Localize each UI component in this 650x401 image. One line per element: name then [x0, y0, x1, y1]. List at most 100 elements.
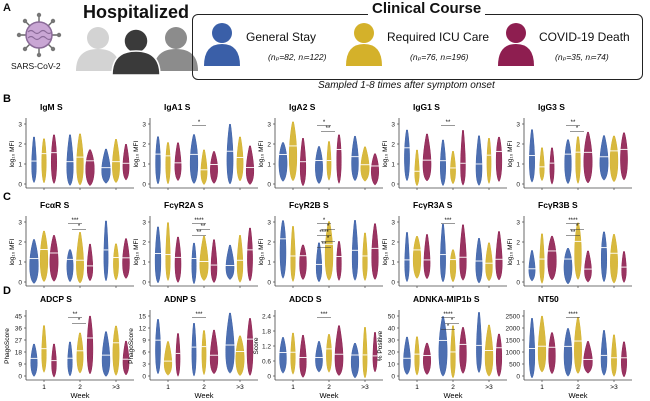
violin: [449, 249, 457, 283]
y-tick-label: 36: [15, 326, 23, 333]
y-tick-label: 2500: [506, 314, 521, 321]
y-tick-label: 20: [388, 350, 396, 357]
violin: [324, 221, 334, 281]
y-tick-label: 50: [388, 314, 396, 321]
y-tick-label: 2.4: [262, 314, 271, 321]
violin: [290, 332, 296, 375]
legend-label-icu: Required ICU Care: [387, 30, 490, 44]
violin: [122, 238, 130, 279]
violin: [600, 330, 608, 376]
panel-letter-a: A: [3, 2, 11, 14]
violin: [66, 249, 74, 283]
significance-marker: *: [198, 120, 201, 126]
y-tick-label: 3: [267, 122, 271, 129]
violin: [610, 234, 618, 284]
virus-label: SARS-CoV-2: [11, 61, 61, 71]
significance-marker: *: [576, 126, 579, 132]
violin: [315, 146, 323, 184]
violin: [174, 142, 182, 182]
y-tick-label: 2000: [506, 326, 521, 333]
x-tick-label: >3: [361, 384, 369, 391]
y-tick-label: 0: [267, 182, 271, 189]
violin: [574, 317, 582, 374]
panel-letter-d: D: [3, 285, 11, 297]
y-tick-label: 0: [267, 280, 271, 287]
violin: [112, 325, 120, 376]
y-tick-label: 12: [139, 326, 147, 333]
violin: [86, 243, 94, 282]
violin: [485, 242, 493, 282]
y-axis-label: PhagoScore: [128, 328, 135, 364]
y-tick-label: 27: [15, 338, 23, 345]
y-tick-label: 1500: [506, 338, 521, 345]
violin: [360, 146, 370, 182]
y-tick-label: 45: [15, 314, 23, 321]
significance-marker: *: [327, 224, 330, 230]
violin: [236, 136, 244, 182]
y-tick-label: 2: [142, 142, 146, 149]
violin: [599, 135, 609, 181]
violin: [575, 136, 581, 184]
y-axis-label: % Positive: [377, 330, 384, 361]
y-axis-label: log₁₀ MFI: [133, 141, 140, 168]
y-tick-label: 2: [516, 142, 520, 149]
x-tick-label: >3: [485, 384, 493, 391]
violin: [103, 220, 109, 282]
violin: [362, 327, 368, 379]
violin: [112, 139, 120, 184]
panel-letter-c: C: [3, 191, 11, 203]
violin: [440, 139, 446, 187]
violin: [315, 242, 323, 283]
general-stay-person-icon: [204, 23, 240, 66]
y-tick-label: 1.2: [262, 344, 271, 351]
significance-marker: *: [327, 236, 330, 242]
violin: [564, 139, 572, 185]
significance-marker: *: [78, 224, 81, 230]
x-tick-label: 1: [166, 384, 170, 391]
y-tick-label: 2: [267, 142, 271, 149]
y-axis-label: log₁₀ MFI: [507, 239, 514, 266]
violin: [438, 316, 448, 377]
violin: [51, 134, 57, 184]
y-tick-label: 6: [142, 350, 146, 357]
significance-marker: *: [576, 224, 579, 230]
x-tick-label: 2: [576, 384, 580, 391]
sampled-note: Sampled 1-8 times after symptom onset: [318, 80, 495, 91]
y-axis-label: PhagoScore: [4, 328, 11, 364]
x-tick-label: 2: [78, 384, 82, 391]
y-tick-label: 1: [142, 260, 146, 267]
violin: [163, 341, 173, 376]
violin: [290, 226, 296, 282]
significance-marker: ***: [320, 312, 328, 318]
y-tick-label: 2: [18, 240, 22, 247]
y-tick-label: 3: [18, 220, 22, 227]
violin: [199, 235, 209, 281]
violin: [601, 231, 607, 283]
significance-marker: **: [73, 312, 78, 318]
y-axis-label: log₁₀ MFI: [9, 239, 16, 266]
plot-title: IgG1 S: [413, 102, 440, 112]
death-person-icon: [498, 23, 534, 66]
x-axis-label: Week: [70, 391, 89, 400]
violin: [279, 220, 287, 279]
violin: [101, 331, 111, 377]
violin: [315, 341, 323, 373]
violin: [155, 136, 161, 185]
violin: [122, 340, 130, 376]
legend-label-general-stay: General Stay: [246, 30, 317, 44]
significance-marker: ***: [71, 218, 79, 224]
violin: [583, 341, 593, 374]
y-tick-label: 3: [142, 362, 146, 369]
icu-person-icon: [346, 23, 382, 66]
x-tick-label: >3: [112, 384, 120, 391]
violin: [336, 241, 342, 281]
y-tick-label: 1: [18, 162, 22, 169]
x-tick-label: 2: [451, 384, 455, 391]
y-axis-label: log₁₀ MFI: [258, 141, 265, 168]
violin: [210, 151, 218, 184]
violin: [574, 222, 582, 280]
y-tick-label: 0: [391, 280, 395, 287]
violin: [76, 133, 84, 186]
violin: [30, 343, 38, 377]
